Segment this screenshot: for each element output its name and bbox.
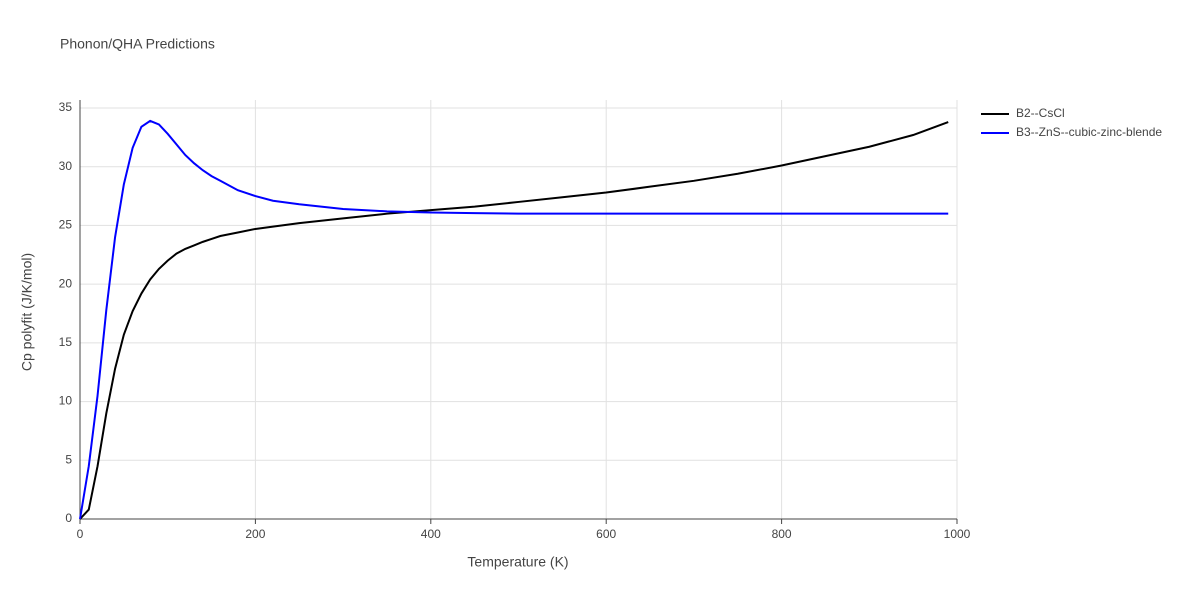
y-tick-label: 0: [65, 511, 72, 525]
x-tick-label: 0: [77, 527, 84, 541]
series-line: [79, 119, 949, 520]
x-tick-label: 200: [245, 527, 265, 541]
chart-title: Phonon/QHA Predictions: [60, 36, 215, 52]
x-axis-label: Temperature (K): [467, 554, 568, 570]
series-line: [79, 121, 949, 520]
legend-label: B3--ZnS--cubic-zinc-blende: [1016, 125, 1162, 139]
x-tick-label: 400: [421, 527, 441, 541]
y-tick-label: 25: [59, 218, 73, 232]
y-tick-label: 20: [59, 276, 73, 290]
y-tick-label: 10: [59, 394, 73, 408]
x-tick-label: 1000: [944, 527, 971, 541]
legend-label: B2--CsCl: [1016, 106, 1065, 120]
x-tick-label: 800: [772, 527, 792, 541]
y-tick-label: 30: [59, 159, 73, 173]
y-tick-label: 5: [65, 452, 72, 466]
y-tick-label: 15: [59, 335, 73, 349]
x-tick-label: 600: [596, 527, 616, 541]
y-axis-label: Cp polyfit (J/K/mol): [19, 253, 35, 371]
y-tick-label: 35: [59, 100, 73, 114]
